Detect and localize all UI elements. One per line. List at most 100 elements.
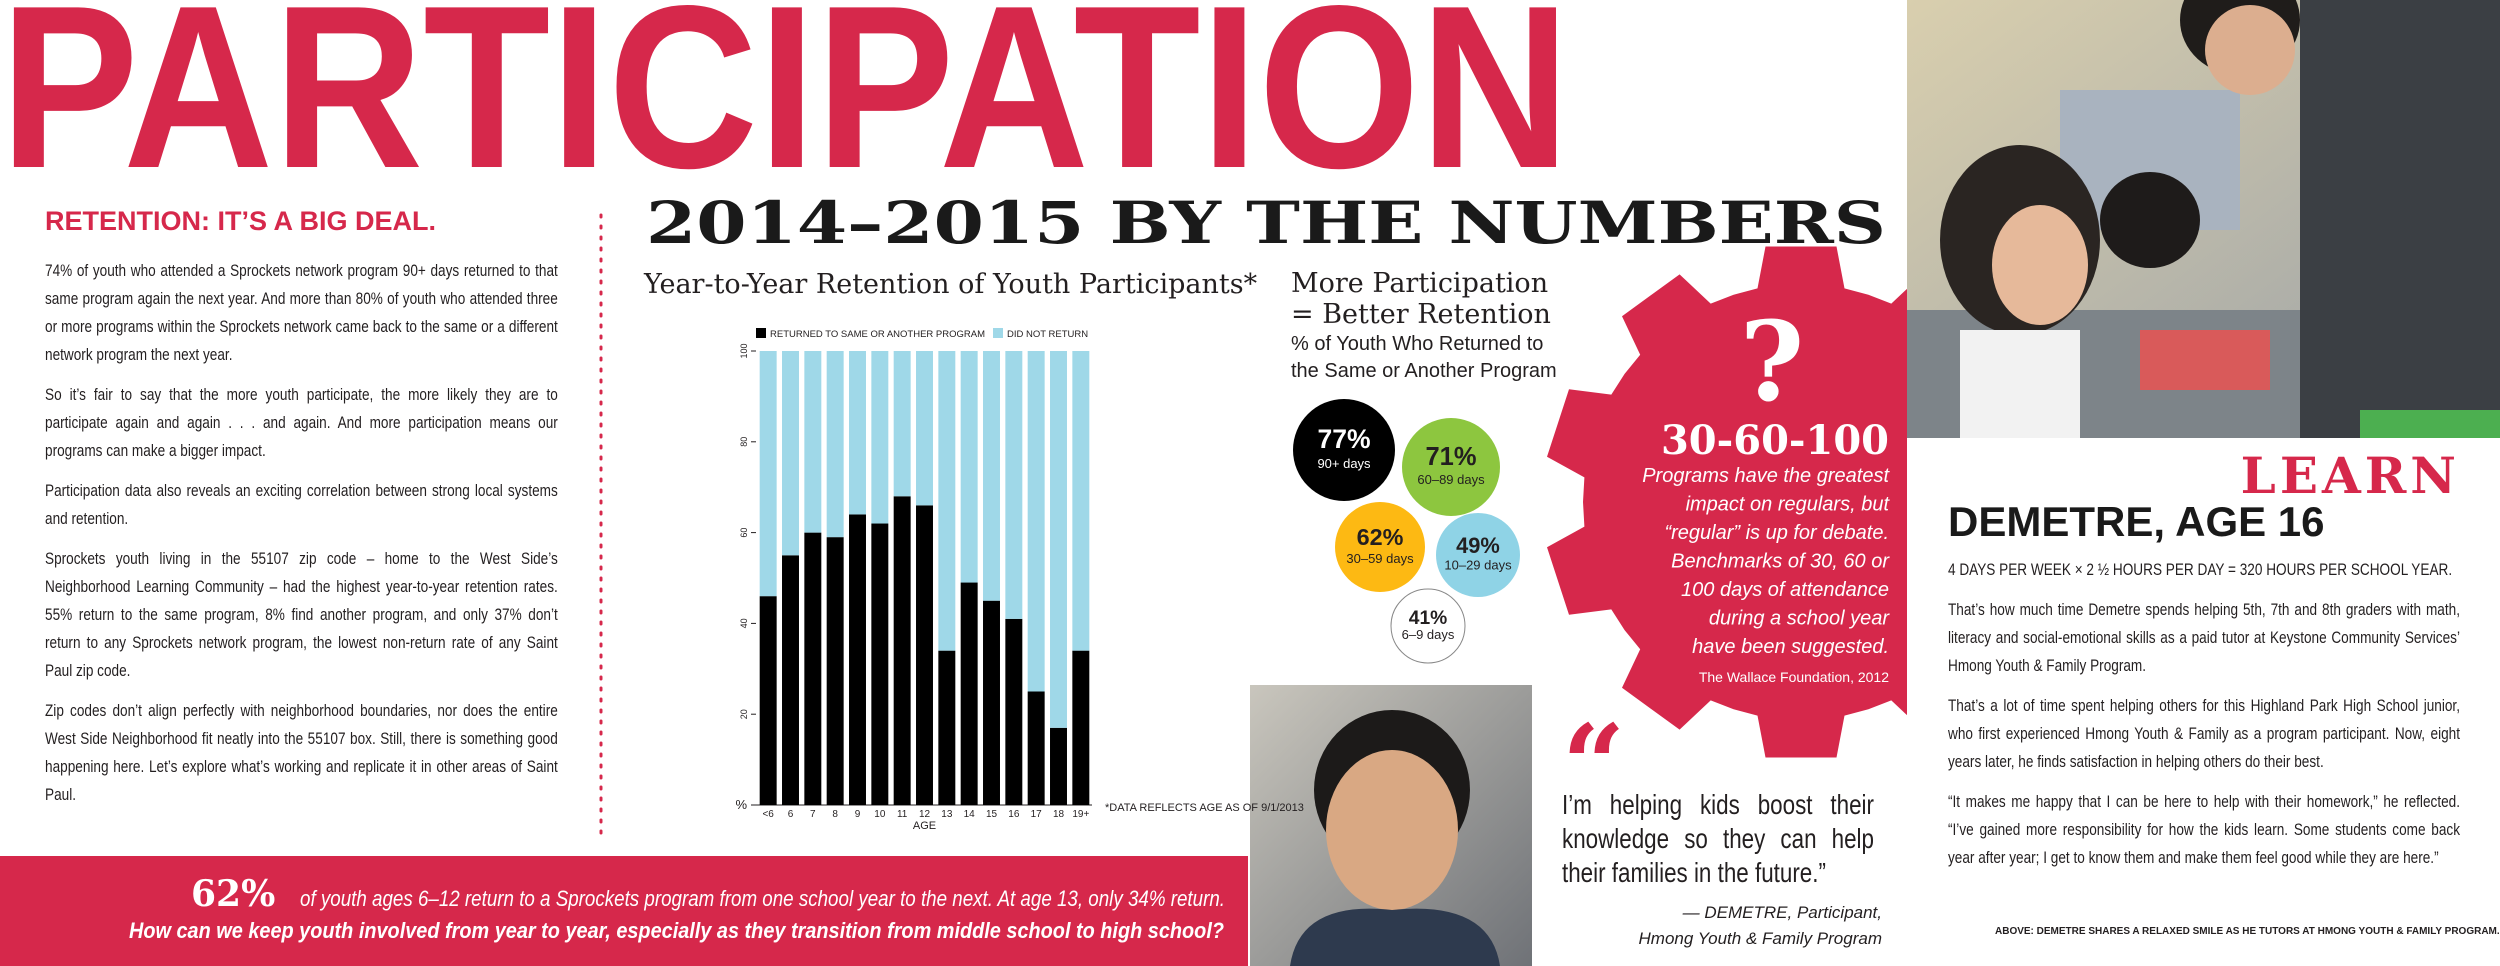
stat-label: 10–29 days <box>1444 558 1512 573</box>
paragraph: That’s a lot of time spent helping other… <box>1948 696 2460 771</box>
banner-question: How can we keep youth involved from year… <box>129 918 1224 943</box>
y-tick-label: 40 <box>739 618 749 628</box>
bar-segment <box>1005 351 1023 619</box>
participation-title: = Better Retention <box>1291 299 1551 330</box>
x-tick-label: 8 <box>832 809 838 820</box>
bar-segment <box>983 600 1000 805</box>
x-tick-label: 11 <box>897 809 908 820</box>
stat-value: 41% <box>1409 608 1448 629</box>
participation-subtitle: the Same or Another Program <box>1291 360 1557 382</box>
bar-segment <box>826 351 844 538</box>
bar-segment <box>983 351 1000 601</box>
bar-segment <box>916 351 933 506</box>
profile-text: 4 DAYS PER WEEK × 2 ½ HOURS PER DAY = 32… <box>1948 556 2460 884</box>
bar-segment <box>826 537 844 805</box>
bar-segment <box>759 351 777 597</box>
stat-label: 30–59 days <box>1346 551 1414 566</box>
paragraph: 74% of youth who attended a Sprockets ne… <box>45 261 558 364</box>
banner-line: of youth ages 6–12 return to a Sprockets… <box>300 886 1225 911</box>
banner-highlight: 62% <box>191 873 275 915</box>
bar-segment <box>1072 650 1090 805</box>
paragraph: Zip codes don’t align perfectly with nei… <box>45 701 558 804</box>
x-tick-label: 14 <box>964 809 976 820</box>
y-tick-label: 80 <box>739 437 749 447</box>
gear-line: Benchmarks of 30, 60 or <box>1671 551 1890 573</box>
gear-line: during a school year <box>1709 608 1890 630</box>
legend-swatch <box>993 328 1003 338</box>
bar-segment <box>938 650 956 805</box>
right-column: LEARN DEMETRE, AGE 16 4 DAYS PER WEEK × … <box>1907 438 2500 966</box>
bar-segment <box>782 555 799 805</box>
attribution-line: — DEMETRE, Participant, <box>1682 903 1882 922</box>
y-tick-label: 100 <box>739 343 749 358</box>
gear-line: have been suggested. <box>1692 636 1889 658</box>
gear-line: “regular” is up for debate. <box>1664 522 1889 544</box>
classroom-photo <box>1907 0 2500 438</box>
y-tick-label: % <box>735 797 747 812</box>
kicker: LEARN <box>2240 446 2460 505</box>
portrait-photo <box>1250 685 1532 966</box>
x-tick-label: 19+ <box>1072 809 1089 820</box>
bar-segment <box>759 596 777 805</box>
gear-line: 100 days of attendance <box>1681 579 1889 601</box>
x-tick-label: 18 <box>1053 809 1065 820</box>
bar-segment <box>1050 351 1067 728</box>
x-tick-label: 12 <box>919 809 931 820</box>
paragraph: So it’s fair to say that the more youth … <box>45 385 558 460</box>
paragraph: 4 DAYS PER WEEK × 2 ½ HOURS PER DAY = 32… <box>1948 560 2453 579</box>
stat-value: 49% <box>1456 533 1500 558</box>
bar-segment <box>1050 727 1067 805</box>
paragraph: That’s how much time Demetre spends help… <box>1948 600 2460 675</box>
x-tick-label: 6 <box>788 809 794 820</box>
section-heading: RETENTION: IT’S A BIG DEAL. <box>45 206 436 236</box>
bar-segment <box>804 532 822 805</box>
paragraph: Participation data also reveals an excit… <box>45 481 558 528</box>
x-tick-label: 13 <box>941 809 953 820</box>
section-title: 2014–2015 BY THE NUMBERS <box>646 189 1886 257</box>
bar-segment <box>871 351 889 524</box>
stat-value: 62% <box>1357 524 1404 550</box>
gear-line: Programs have the greatest <box>1642 465 1890 487</box>
bar-segment <box>960 582 978 805</box>
bar-segment <box>916 505 933 805</box>
stat-circle <box>1293 399 1395 501</box>
x-tick-label: 10 <box>874 809 886 820</box>
quote-block: “ I’m helping kids boost their knowledge… <box>1562 700 1882 952</box>
chart-title: Year-to-Year Retention of Youth Particip… <box>643 269 1258 300</box>
y-tick-label: 60 <box>739 528 749 538</box>
stat-label: 6–9 days <box>1402 627 1455 642</box>
stat-circle <box>1436 513 1520 597</box>
legend-swatch <box>756 328 766 338</box>
bar-segment <box>782 351 799 556</box>
bar-segment <box>1005 618 1023 805</box>
bar-segment <box>804 351 822 533</box>
x-tick-label: 15 <box>986 809 998 820</box>
profile-name: DEMETRE, AGE 16 <box>1948 498 2325 545</box>
legend-label: DID NOT RETURN <box>1007 329 1088 340</box>
chart-note: *DATA REFLECTS AGE AS OF 9/1/2013 <box>1105 802 1304 814</box>
bar-segment <box>960 351 978 583</box>
x-tick-label: 16 <box>1008 809 1020 820</box>
page-title: PARTICIPATION <box>0 0 1570 217</box>
bar-segment <box>1072 351 1090 651</box>
attribution-line: Hmong Youth & Family Program <box>1638 929 1882 948</box>
y-tick-label: 20 <box>739 709 749 719</box>
stat-value: 71% <box>1426 443 1477 471</box>
paragraph: “It makes me happy that I can be here to… <box>1948 792 2460 867</box>
paragraph: Sprockets youth living in the 55107 zip … <box>45 549 558 680</box>
participation-subtitle: % of Youth Who Returned to <box>1291 333 1543 355</box>
stat-circle <box>1402 418 1500 516</box>
bar-segment <box>849 351 866 515</box>
quote-mark: “ <box>1562 700 1626 829</box>
bar-segment <box>871 523 889 805</box>
participation-title: More Participation <box>1291 268 1548 299</box>
bar-segment <box>893 351 911 497</box>
bar-segment <box>1027 351 1045 692</box>
bar-segment <box>849 514 866 805</box>
photo-caption: ABOVE: DEMETRE SHARES A RELAXED SMILE AS… <box>1995 926 2500 937</box>
legend-label: RETURNED TO SAME OR ANOTHER PROGRAM <box>770 329 985 340</box>
stat-label: 90+ days <box>1317 456 1371 471</box>
stat-circle <box>1390 588 1466 664</box>
banner <box>0 856 1248 966</box>
